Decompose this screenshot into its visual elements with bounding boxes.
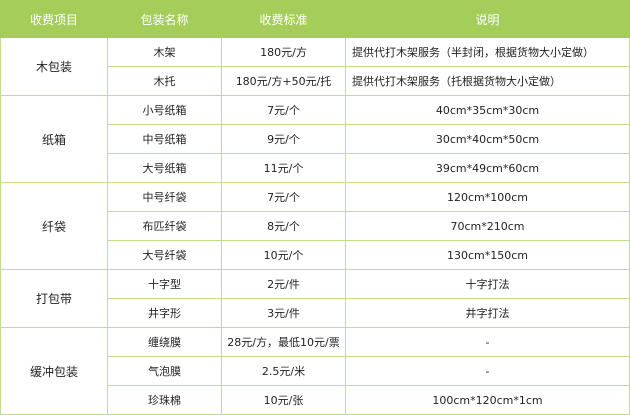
name-cell: 布匹纤袋 [107, 211, 222, 241]
category-cell: 打包带 [0, 269, 108, 328]
name-cell: 十字型 [107, 269, 222, 299]
note-cell: 十字打法 [345, 269, 630, 299]
header-category: 收费项目 [0, 0, 108, 38]
name-cell: 缠绕膜 [107, 327, 222, 357]
header-row: 收费项目 包装名称 收费标准 说明 [0, 0, 630, 38]
header-note: 说明 [345, 0, 630, 38]
table-row: 大号纸箱 11元/个 39cm*49cm*60cm [1, 153, 630, 183]
name-cell: 珍珠棉 [107, 385, 222, 415]
category-cell: 纤袋 [0, 182, 108, 270]
name-cell: 中号纤袋 [107, 182, 222, 212]
price-cell: 9元/个 [221, 124, 346, 154]
table-row: 木托 180元/方+50元/托 提供代打木架服务（托根据货物大小定做） [1, 66, 630, 96]
table-row: 纸箱 小号纸箱 7元/个 40cm*35cm*30cm [0, 95, 630, 183]
note-cell: 100cm*120cm*1cm [345, 385, 630, 415]
price-cell: 8元/个 [221, 211, 346, 241]
price-cell: 28元/方，最低10元/票 [221, 327, 346, 357]
table-row: 纤袋 中号纤袋 7元/个 120cm*100cm [0, 182, 630, 270]
table-row: 气泡膜 2.5元/米 - [1, 356, 630, 386]
note-cell: 40cm*35cm*30cm [345, 95, 630, 125]
category-cell: 缓冲包装 [0, 327, 108, 415]
price-cell: 10元/个 [221, 240, 346, 270]
note-cell: 130cm*150cm [345, 240, 630, 270]
price-cell: 2.5元/米 [221, 356, 346, 386]
table-row: 布匹纤袋 8元/个 70cm*210cm [1, 211, 630, 241]
note-cell: 井字打法 [345, 298, 630, 328]
note-cell: 提供代打木架服务（半封闭，根据货物大小定做） [345, 37, 630, 67]
price-cell: 180元/方+50元/托 [221, 66, 346, 96]
price-cell: 180元/方 [221, 37, 346, 67]
note-cell: - [345, 356, 630, 386]
table-row: 木包装 木架 180元/方 提供代打木架服务（半封闭，根据货物大小定做） [0, 37, 630, 96]
name-cell: 气泡膜 [107, 356, 222, 386]
table-row: 大号纤袋 10元/个 130cm*150cm [1, 240, 630, 270]
name-cell: 小号纸箱 [107, 95, 222, 125]
name-cell: 木托 [107, 66, 222, 96]
category-cell: 木包装 [0, 37, 108, 96]
note-cell: 39cm*49cm*60cm [345, 153, 630, 183]
price-cell: 7元/个 [221, 95, 346, 125]
name-cell: 井字形 [107, 298, 222, 328]
header-price: 收费标准 [221, 0, 346, 38]
table-row: 中号纸箱 9元/个 30cm*40cm*50cm [1, 124, 630, 154]
category-cell: 纸箱 [0, 95, 108, 183]
price-cell: 7元/个 [221, 182, 346, 212]
note-cell: 120cm*100cm [345, 182, 630, 212]
note-cell: 30cm*40cm*50cm [345, 124, 630, 154]
name-cell: 大号纤袋 [107, 240, 222, 270]
table-row: 缓冲包装 缠绕膜 28元/方，最低10元/票 - [0, 327, 630, 415]
note-cell: 提供代打木架服务（托根据货物大小定做） [345, 66, 630, 96]
price-cell: 3元/件 [221, 298, 346, 328]
price-cell: 2元/件 [221, 269, 346, 299]
table-row: 打包带 十字型 2元/件 十字打法 [0, 269, 630, 328]
name-cell: 大号纸箱 [107, 153, 222, 183]
note-cell: 70cm*210cm [345, 211, 630, 241]
price-cell: 10元/张 [221, 385, 346, 415]
name-cell: 木架 [107, 37, 222, 67]
price-cell: 11元/个 [221, 153, 346, 183]
note-cell: - [345, 327, 630, 357]
header-name: 包装名称 [107, 0, 222, 38]
name-cell: 中号纸箱 [107, 124, 222, 154]
